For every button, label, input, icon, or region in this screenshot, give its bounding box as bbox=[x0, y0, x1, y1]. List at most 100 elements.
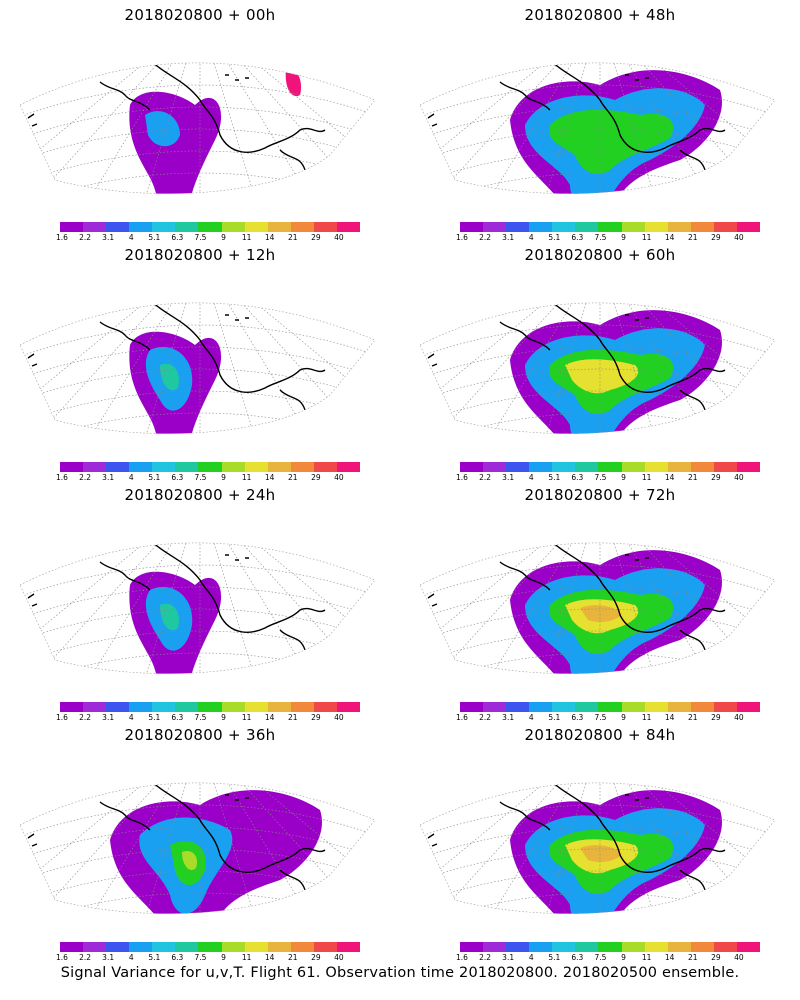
colorbar-tick-label: 2.2 bbox=[479, 473, 492, 482]
colorbar-tick-label: 11 bbox=[241, 953, 252, 962]
colorbar-tick-label: 3.1 bbox=[102, 713, 115, 722]
polar-map bbox=[19, 62, 376, 194]
polar-map bbox=[419, 302, 776, 434]
colorbar-swatch bbox=[483, 942, 507, 952]
colorbar-tick-label: 1.6 bbox=[456, 953, 468, 962]
colorbar-tick-label: 14 bbox=[664, 473, 675, 482]
colorbar-swatch bbox=[552, 702, 576, 712]
map-panel: 2018020800 + 12h 1.6 2.2 3.1 4 5.1 6.3 7.5 9 11 14… bbox=[0, 240, 400, 485]
colorbar-swatch bbox=[244, 942, 268, 952]
colorbar-swatch bbox=[713, 702, 737, 712]
colorbar: 1.6 2.2 3.1 4 5.1 6.3 7.5 9 11 14 21 29 40 bbox=[456, 462, 761, 484]
colorbar-swatch bbox=[336, 942, 361, 952]
polar-map bbox=[19, 542, 376, 674]
polar-map bbox=[419, 782, 776, 914]
colorbar-swatch bbox=[575, 222, 599, 232]
colorbar-swatch bbox=[690, 222, 714, 232]
colorbar-swatch bbox=[198, 222, 222, 232]
colorbar-tick-label: 5.1 bbox=[148, 233, 161, 242]
colorbar-swatch bbox=[106, 702, 130, 712]
colorbar-swatch bbox=[552, 222, 576, 232]
colorbar-swatch bbox=[83, 222, 107, 232]
colorbar-tick-label: 40 bbox=[734, 953, 744, 962]
colorbar-swatch bbox=[267, 462, 291, 472]
variance-contour bbox=[580, 845, 622, 862]
colorbar-tick-label: 2.2 bbox=[79, 233, 92, 242]
colorbar-swatch bbox=[713, 462, 737, 472]
colorbar-tick-label: 9 bbox=[221, 473, 226, 482]
colorbar-swatch bbox=[598, 942, 622, 952]
colorbar-swatch bbox=[460, 702, 484, 712]
colorbar-swatch bbox=[129, 702, 153, 712]
colorbar-swatch bbox=[483, 702, 507, 712]
colorbar-tick-label: 21 bbox=[687, 473, 698, 482]
colorbar-tick-label: 7.5 bbox=[194, 233, 207, 242]
colorbar-tick-label: 29 bbox=[311, 953, 321, 962]
colorbar-tick-label: 21 bbox=[287, 233, 298, 242]
colorbar-swatch bbox=[129, 942, 153, 952]
colorbar: 1.6 2.2 3.1 4 5.1 6.3 7.5 9 11 14 21 29 40 bbox=[56, 462, 361, 484]
colorbar-tick-label: 40 bbox=[734, 233, 744, 242]
colorbar-tick-label: 4 bbox=[528, 713, 534, 722]
colorbar-swatch bbox=[313, 222, 337, 232]
colorbar-swatch bbox=[644, 942, 668, 952]
colorbar-tick-label: 7.5 bbox=[194, 953, 207, 962]
panel-title: 2018020800 + 24h bbox=[124, 486, 276, 504]
colorbar-tick-label: 21 bbox=[687, 233, 698, 242]
colorbar-swatch bbox=[129, 222, 153, 232]
colorbar-swatch bbox=[244, 462, 268, 472]
colorbar-tick-label: 21 bbox=[687, 713, 698, 722]
colorbar-tick-label: 2.2 bbox=[479, 713, 492, 722]
colorbar-tick-label: 14 bbox=[264, 713, 275, 722]
colorbar-swatch bbox=[198, 702, 222, 712]
colorbar-swatch bbox=[460, 942, 484, 952]
colorbar-swatch bbox=[290, 942, 314, 952]
colorbar-tick-label: 4 bbox=[128, 233, 134, 242]
colorbar-tick-label: 7.5 bbox=[194, 473, 207, 482]
colorbar-swatch bbox=[529, 222, 553, 232]
colorbar-swatch bbox=[644, 222, 668, 232]
colorbar-tick-label: 11 bbox=[641, 473, 652, 482]
colorbar-swatch bbox=[313, 702, 337, 712]
colorbar-tick-label: 3.1 bbox=[502, 473, 515, 482]
colorbar-tick-label: 14 bbox=[664, 233, 675, 242]
colorbar-tick-label: 1.6 bbox=[56, 713, 68, 722]
colorbar-tick-label: 1.6 bbox=[456, 473, 468, 482]
colorbar-tick-label: 2.2 bbox=[479, 233, 492, 242]
colorbar-swatch bbox=[575, 462, 599, 472]
colorbar-swatch bbox=[690, 702, 714, 712]
variance-contour bbox=[580, 605, 622, 622]
colorbar-swatch bbox=[621, 462, 645, 472]
map-panel: 2018020800 + 84h 1.6 2.2 3.1 4 5.1 6.3 7.5 9 11 14… bbox=[400, 720, 800, 965]
colorbar-swatch bbox=[529, 462, 553, 472]
colorbar-swatch bbox=[198, 942, 222, 952]
colorbar-tick-label: 6.3 bbox=[171, 713, 184, 722]
colorbar-tick-label: 11 bbox=[241, 713, 252, 722]
colorbar-swatch bbox=[198, 462, 222, 472]
colorbar-swatch bbox=[460, 222, 484, 232]
colorbar-tick-label: 5.1 bbox=[148, 953, 161, 962]
colorbar-swatch bbox=[175, 222, 199, 232]
colorbar-tick-label: 7.5 bbox=[194, 713, 207, 722]
colorbar-swatch bbox=[313, 942, 337, 952]
colorbar-swatch bbox=[483, 222, 507, 232]
colorbar-tick-label: 6.3 bbox=[571, 953, 584, 962]
colorbar-tick-label: 40 bbox=[334, 233, 344, 242]
colorbar-tick-label: 9 bbox=[621, 233, 626, 242]
colorbar-swatch bbox=[221, 222, 245, 232]
colorbar-tick-label: 4 bbox=[128, 953, 134, 962]
colorbar-swatch bbox=[106, 942, 130, 952]
colorbar-tick-label: 2.2 bbox=[479, 953, 492, 962]
colorbar: 1.6 2.2 3.1 4 5.1 6.3 7.5 9 11 14 21 29 40 bbox=[56, 702, 361, 724]
colorbar-swatch bbox=[621, 702, 645, 712]
colorbar-swatch bbox=[106, 462, 130, 472]
colorbar-tick-label: 1.6 bbox=[456, 233, 468, 242]
colorbar-tick-label: 29 bbox=[311, 713, 321, 722]
colorbar-swatch bbox=[152, 702, 176, 712]
colorbar-tick-label: 4 bbox=[528, 953, 534, 962]
variance-contour bbox=[145, 111, 180, 147]
colorbar-tick-label: 9 bbox=[621, 473, 626, 482]
colorbar: 1.6 2.2 3.1 4 5.1 6.3 7.5 9 11 14 21 29 40 bbox=[456, 222, 761, 244]
colorbar-tick-label: 6.3 bbox=[571, 713, 584, 722]
colorbar-swatch bbox=[175, 942, 199, 952]
